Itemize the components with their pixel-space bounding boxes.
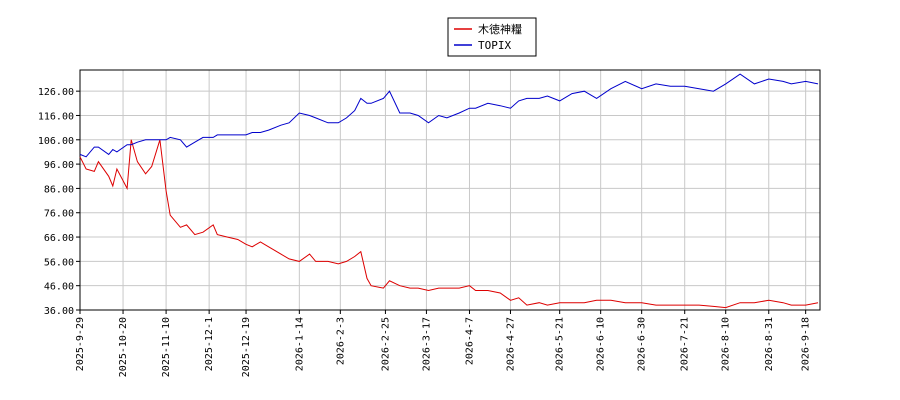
y-tick-label: 126.00 [38,87,74,98]
x-tick-label: 2026-4-7 [464,317,475,365]
x-tick-label: 2026-8-31 [764,317,775,371]
legend-label: 木徳神糧 [478,22,522,36]
y-tick-label: 76.00 [44,209,74,220]
x-tick-label: 2026-6-10 [596,317,607,371]
x-tick-label: 2026-4-27 [505,317,516,371]
x-tick-label: 2026-3-17 [421,317,432,371]
x-tick-label: 2026-2-3 [335,317,346,365]
x-tick-label: 2026-2-25 [380,317,391,371]
data-line [79,73,819,158]
legend-box [447,17,537,57]
y-tick-label: 96.00 [44,160,74,171]
x-tick-label: 2026-8-10 [721,317,732,371]
x-tick-label: 2026-6-30 [637,317,648,371]
x-tick-label: 2025-9-29 [75,317,86,371]
x-tick-label: 2026-5-21 [555,317,566,371]
legend-label: TOPIX [478,39,511,52]
x-tick-label: 2025-12-19 [241,317,252,377]
x-tick-label: 2026-7-21 [680,317,691,371]
plot-frame [79,69,821,311]
y-tick-label: 56.00 [44,257,74,268]
y-tick-label: 106.00 [38,136,74,147]
y-tick-label: 46.00 [44,282,74,293]
y-tick-label: 116.00 [38,111,74,122]
y-tick-label: 36.00 [44,306,74,317]
y-tick-label: 66.00 [44,233,74,244]
x-tick-label: 2025-10-20 [118,317,129,377]
x-tick-label: 2025-12-1 [204,317,215,371]
data-line [79,139,819,309]
y-tick-label: 86.00 [44,184,74,195]
x-tick-label: 2026-9-18 [801,317,812,371]
x-tick-label: 2025-11-10 [161,317,172,377]
x-tick-label: 2026-1-14 [294,317,305,371]
